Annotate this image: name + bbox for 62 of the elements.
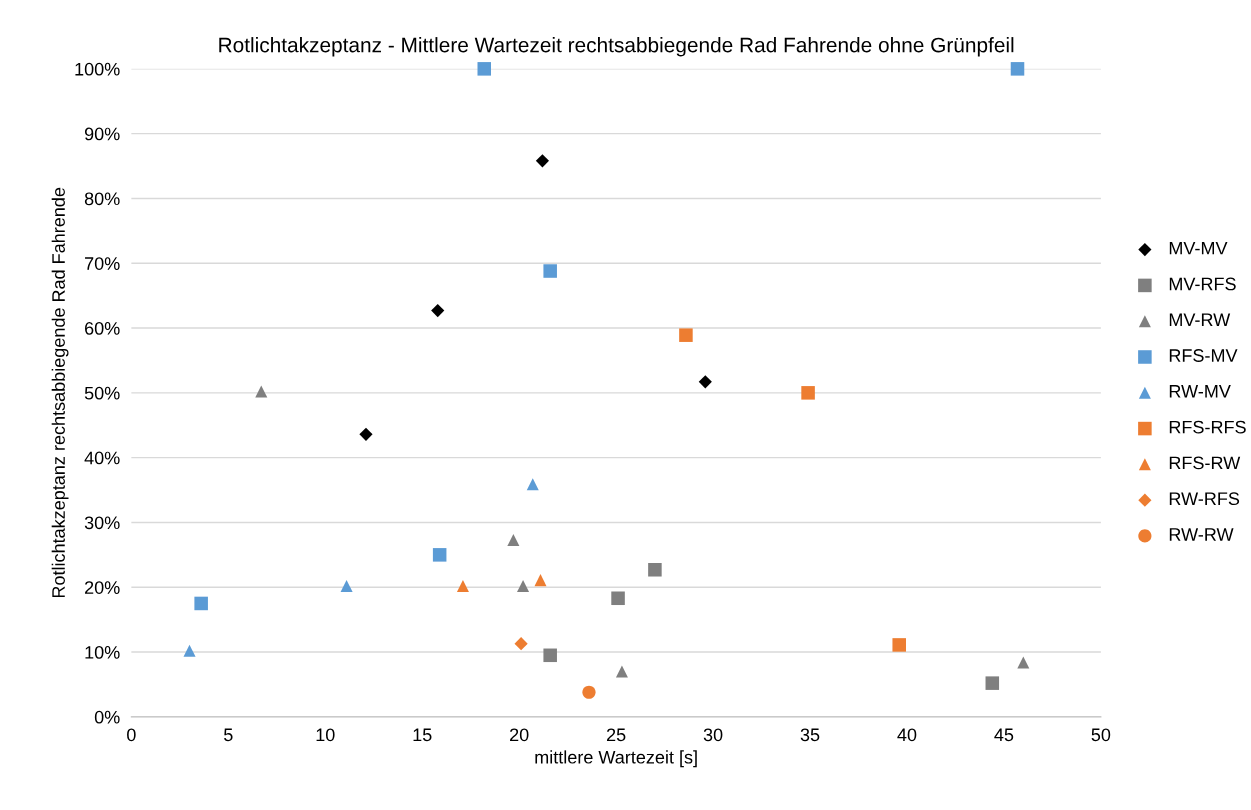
point xyxy=(255,385,268,398)
x-tick-label: 20 xyxy=(510,728,529,742)
x-axis-title: mittlere Wartezeit [s] xyxy=(535,750,697,768)
point xyxy=(543,648,557,663)
y-tick-label: 10% xyxy=(85,645,120,659)
point xyxy=(477,62,492,76)
x-tick-label: 0 xyxy=(127,728,136,742)
point xyxy=(456,579,469,592)
y-tick-label: 50% xyxy=(84,386,120,400)
point xyxy=(679,328,693,342)
x-tick-label: 45 xyxy=(994,728,1014,742)
y-tick-label: 20% xyxy=(85,581,120,594)
point xyxy=(359,427,373,441)
legend-label: MV-RFS xyxy=(1169,277,1236,291)
point xyxy=(615,665,628,678)
x-tick-label: 25 xyxy=(606,728,626,742)
point xyxy=(432,548,447,562)
point xyxy=(648,562,662,577)
x-tick-label: 35 xyxy=(800,728,820,742)
point xyxy=(340,579,353,592)
point xyxy=(1017,656,1030,669)
y-tick-label: 90% xyxy=(84,127,120,141)
point xyxy=(431,303,445,318)
point xyxy=(582,685,596,699)
y-tick-label: 40% xyxy=(84,451,120,465)
legend-label: RFS-RW xyxy=(1169,456,1241,470)
point xyxy=(514,637,528,651)
y-tick-label: 100% xyxy=(75,62,120,76)
point xyxy=(543,264,557,278)
point xyxy=(611,591,625,606)
point xyxy=(183,644,196,657)
legend-label: RW-MV xyxy=(1169,385,1231,398)
y-axis-title: Rotlichtakzeptanz rechtsabbiegende Rad Fahrende xyxy=(51,187,69,598)
legend-label: RW-RFS xyxy=(1169,492,1240,506)
point xyxy=(985,676,1000,690)
legend-label: RFS-RFS xyxy=(1169,420,1246,434)
point xyxy=(194,596,208,611)
legend-label: RW-RW xyxy=(1169,528,1234,541)
y-tick-label: 80% xyxy=(84,192,120,206)
point xyxy=(1010,62,1025,76)
point xyxy=(534,574,547,587)
point xyxy=(892,638,906,652)
point xyxy=(526,478,539,491)
x-tick-label: 10 xyxy=(316,728,335,742)
x-tick-label: 5 xyxy=(224,728,233,742)
point xyxy=(517,579,530,592)
legend-label: MV-RW xyxy=(1169,313,1231,326)
chart-title: Rotlichtakzeptanz - Mittlere Wartezeit rechtsabbiegende Rad Fahrende ohne Grünpfeil xyxy=(219,37,1014,57)
y-tick-label: 60% xyxy=(85,321,120,335)
y-tick-label: 0% xyxy=(94,710,120,724)
point xyxy=(507,533,520,546)
legend-label: RFS-MV xyxy=(1169,349,1238,362)
x-tick-label: 30 xyxy=(703,728,723,742)
y-tick-label: 70% xyxy=(85,257,120,270)
point xyxy=(535,154,550,168)
x-tick-label: 50 xyxy=(1091,728,1111,742)
x-tick-label: 40 xyxy=(897,728,917,742)
y-tick-label: 30% xyxy=(84,516,120,530)
legend-label: MV-MV xyxy=(1169,241,1228,255)
point xyxy=(801,386,815,400)
point xyxy=(698,375,712,389)
x-tick-label: 15 xyxy=(413,728,432,742)
